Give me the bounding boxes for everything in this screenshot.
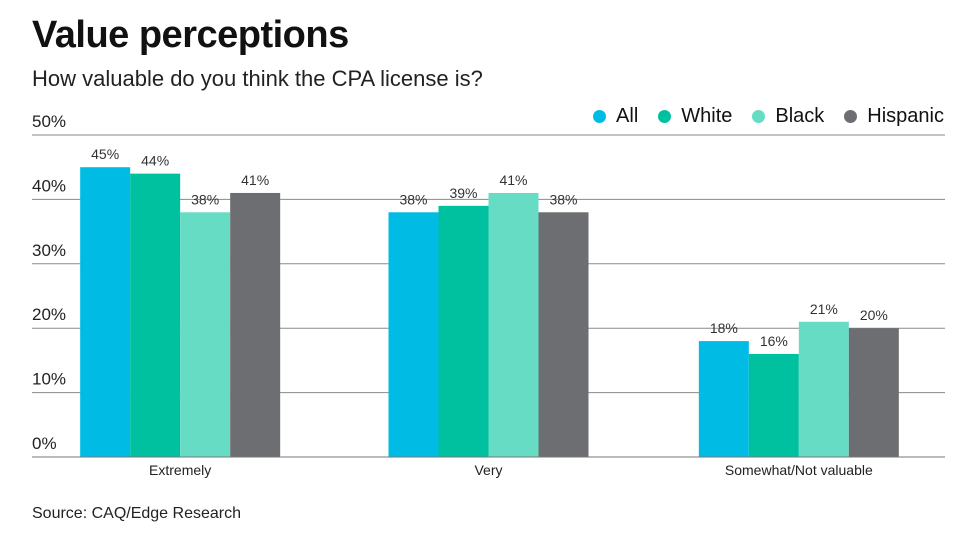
legend-swatch xyxy=(593,110,607,123)
bar-white xyxy=(438,205,489,457)
legend-item-black: Black xyxy=(752,105,824,128)
bar-black xyxy=(180,212,231,457)
legend-label: Hispanic xyxy=(867,105,944,127)
legend-label: White xyxy=(681,105,733,127)
bar-black xyxy=(488,192,539,457)
legend-label: Black xyxy=(775,105,825,127)
x-tick-label: Very xyxy=(474,462,502,478)
legend: All White Black Hispanic xyxy=(593,105,944,128)
data-label: 39% xyxy=(449,185,477,201)
data-label: 44% xyxy=(141,153,169,169)
chart-title: Value perceptions xyxy=(32,14,349,56)
bar-black xyxy=(798,321,849,457)
data-label: 20% xyxy=(860,307,888,323)
data-label: 38% xyxy=(549,191,577,207)
bar-hispanic xyxy=(538,212,589,457)
data-label: 16% xyxy=(760,333,788,349)
legend-label: All xyxy=(616,105,639,127)
data-label: 21% xyxy=(810,301,838,317)
data-label: 45% xyxy=(91,146,119,162)
data-label: 38% xyxy=(399,191,427,207)
legend-swatch xyxy=(658,110,672,123)
chart-subtitle: How valuable do you think the CPA licens… xyxy=(32,66,483,91)
y-tick-label: 10% xyxy=(32,370,66,389)
y-tick-label: 0% xyxy=(32,434,57,453)
bar-all xyxy=(80,167,131,457)
legend-swatch xyxy=(844,110,858,123)
bar-all xyxy=(698,341,749,457)
data-label: 41% xyxy=(499,172,527,188)
legend-item-hispanic: Hispanic xyxy=(844,105,944,128)
legend-swatch xyxy=(752,110,766,123)
data-label: 18% xyxy=(710,320,738,336)
legend-item-white: White xyxy=(658,105,732,128)
bar-hispanic xyxy=(230,192,281,457)
source-note: Source: CAQ/Edge Research xyxy=(32,505,241,522)
x-tick-label: Extremely xyxy=(149,462,211,478)
data-label: 38% xyxy=(191,191,219,207)
legend-item-all: All xyxy=(593,105,638,128)
bar-hispanic xyxy=(848,328,899,457)
x-tick-label: Somewhat/Not valuable xyxy=(725,462,873,478)
y-tick-label: 30% xyxy=(32,241,66,260)
bar-all xyxy=(388,212,439,457)
bar-white xyxy=(130,173,181,457)
y-tick-label: 20% xyxy=(32,305,66,324)
y-tick-label: 50% xyxy=(32,112,66,131)
y-tick-label: 40% xyxy=(32,176,66,195)
bar-white xyxy=(748,353,799,457)
data-label: 41% xyxy=(241,172,269,188)
